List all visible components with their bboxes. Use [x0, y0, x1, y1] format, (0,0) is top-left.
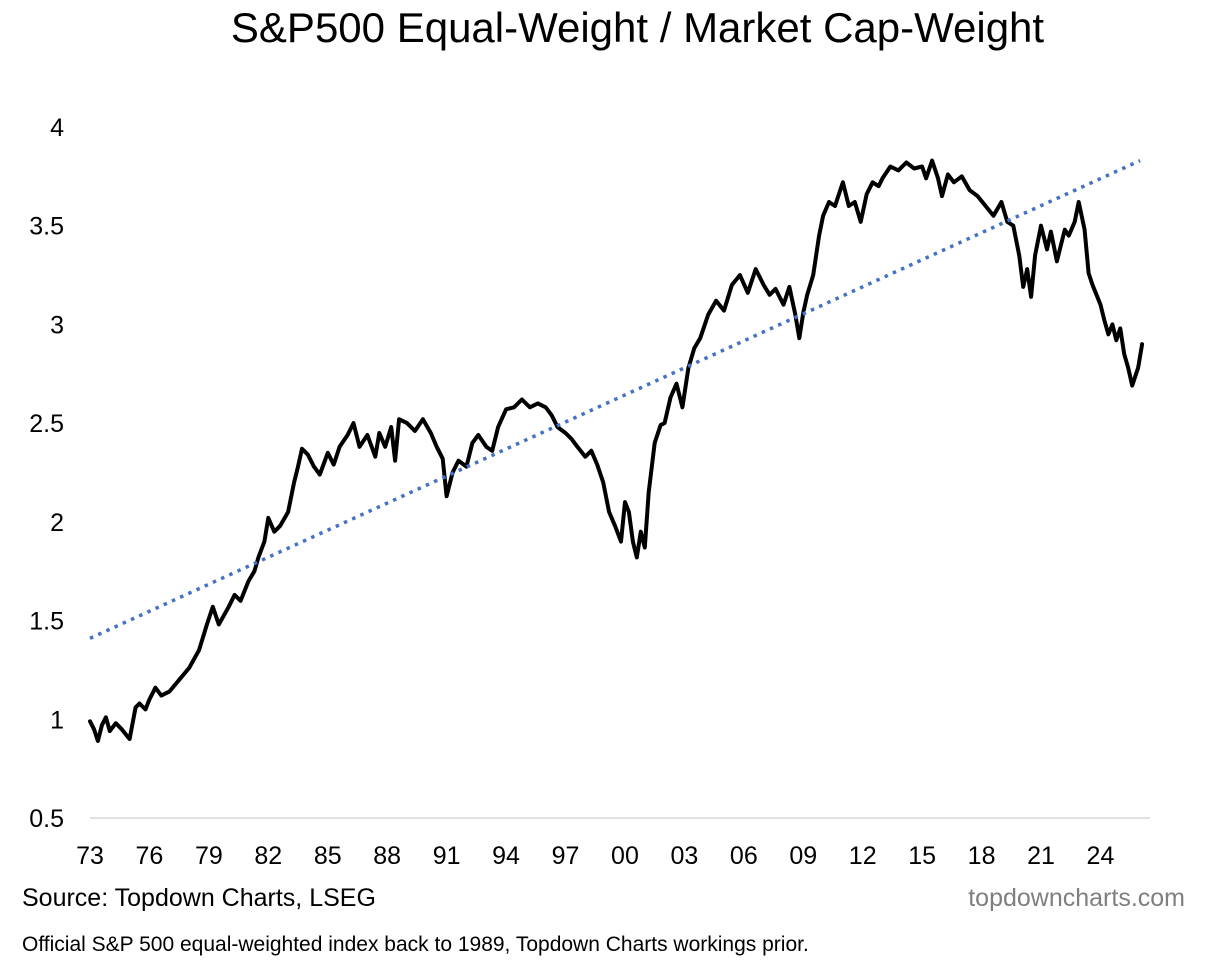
chart-plot: 0.5 1 1.5 2 2.5 3 3.5 4 73 76 79 82 85 88 91 94 97 00 03 0…: [29, 114, 1150, 870]
x-tick-label: 18: [968, 842, 996, 870]
x-tick-label: 82: [254, 842, 282, 870]
x-tick-label: 76: [136, 842, 164, 870]
x-tick-label: 00: [611, 842, 639, 870]
x-tick-label: 73: [76, 842, 104, 870]
y-tick-label: 1.5: [29, 608, 64, 636]
y-tick-label: 2: [50, 509, 64, 537]
trend-line: [89, 159, 1141, 640]
x-tick-label: 24: [1087, 842, 1115, 870]
x-tick-label: 21: [1027, 842, 1055, 870]
x-tick-label: 06: [730, 842, 758, 870]
source-note: Source: Topdown Charts, LSEG: [22, 884, 376, 912]
y-tick-label: 4: [50, 114, 64, 142]
x-tick-label: 09: [789, 842, 817, 870]
ratio-series-line: [88, 158, 1145, 743]
x-tick-label: 97: [552, 842, 580, 870]
x-tick-label: 91: [433, 842, 461, 870]
x-tick-label: 94: [492, 842, 520, 870]
y-tick-label: 2.5: [29, 410, 64, 438]
website-link[interactable]: topdowncharts.com: [968, 884, 1185, 912]
footnote: Official S&P 500 equal-weighted index ba…: [22, 933, 809, 956]
x-tick-label: 03: [670, 842, 698, 870]
y-axis-tick-labels: 0.5 1 1.5 2 2.5 3 3.5 4: [29, 114, 64, 833]
x-axis-tick-labels: 73 76 79 82 85 88 91 94 97 00 03 06 09 12 15 18 21 24: [76, 842, 1114, 870]
series-layer: [88, 158, 1145, 743]
y-tick-label: 1: [50, 706, 64, 734]
y-tick-label: 0.5: [29, 805, 64, 833]
chart-title: S&P500 Equal-Weight / Market Cap-Weight: [230, 4, 1045, 51]
y-tick-label: 3.5: [29, 213, 64, 241]
x-tick-label: 15: [908, 842, 936, 870]
x-tick-label: 85: [314, 842, 342, 870]
x-tick-label: 12: [849, 842, 877, 870]
y-tick-label: 3: [50, 311, 64, 339]
x-tick-label: 79: [195, 842, 223, 870]
x-tick-label: 88: [373, 842, 401, 870]
